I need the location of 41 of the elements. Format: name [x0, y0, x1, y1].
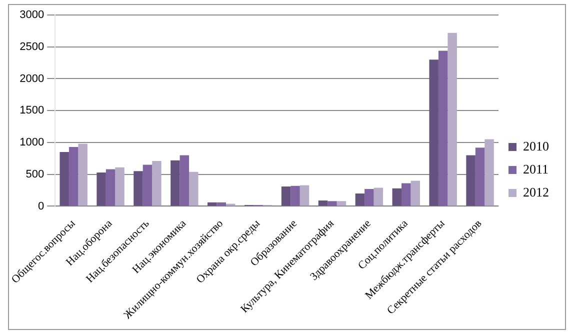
legend-label: 2010	[523, 138, 549, 154]
bar	[208, 202, 217, 206]
bar	[318, 200, 328, 206]
y-tick-label: 2000	[20, 72, 44, 85]
bar	[96, 172, 106, 206]
bar	[290, 186, 300, 206]
y-tick-label: 500	[26, 168, 44, 180]
bar	[355, 193, 365, 206]
bar	[336, 201, 346, 206]
bar	[448, 32, 457, 206]
bar	[170, 160, 180, 206]
bar	[374, 188, 384, 206]
bar	[429, 60, 438, 206]
bar	[152, 160, 162, 206]
y-tick-label: 2500	[20, 40, 44, 53]
bar	[402, 183, 411, 206]
legend-label: 2011	[523, 161, 549, 176]
bar	[410, 180, 420, 206]
bar	[142, 164, 152, 206]
bar	[189, 172, 198, 206]
bar	[328, 201, 337, 206]
bar	[180, 155, 190, 206]
bar	[484, 139, 494, 206]
bar	[68, 146, 78, 206]
y-tick-label: 0	[38, 200, 44, 212]
bar	[106, 169, 116, 206]
bar	[300, 185, 310, 206]
y-tick-label: 3000	[20, 9, 44, 22]
bar	[438, 50, 448, 206]
bar	[475, 148, 485, 206]
bar	[466, 155, 476, 206]
bar	[134, 171, 143, 206]
legend-label: 2012	[523, 184, 549, 200]
bar	[364, 189, 374, 206]
bar	[60, 152, 69, 206]
y-tick-label: 1000	[20, 136, 44, 149]
bar	[115, 167, 124, 206]
bar	[281, 186, 291, 206]
bar	[78, 144, 88, 206]
y-tick-label: 1500	[20, 104, 44, 117]
bar	[392, 188, 402, 206]
